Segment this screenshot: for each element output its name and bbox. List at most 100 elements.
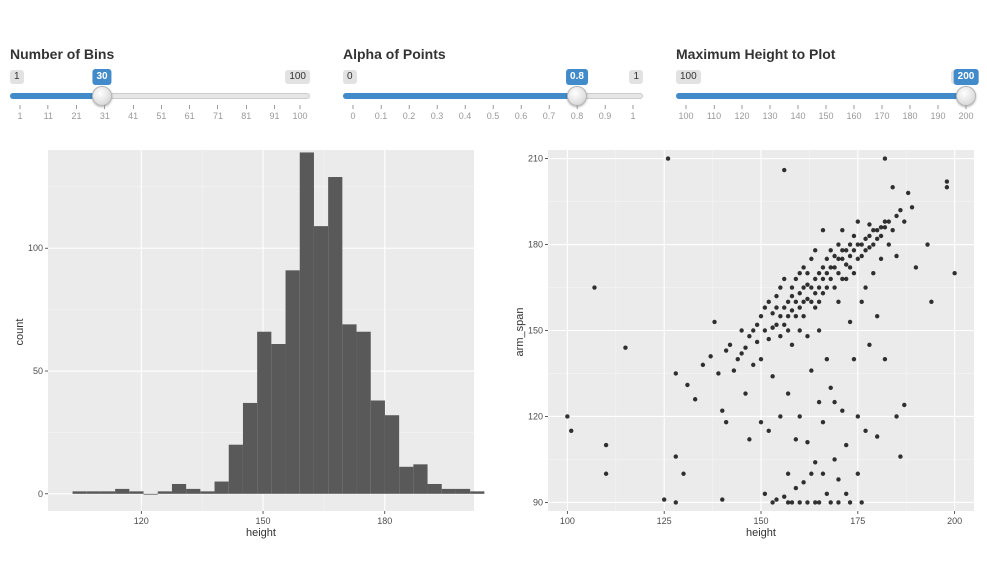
scatter-point	[565, 414, 570, 419]
scatter-point	[836, 256, 841, 262]
slider-tick-label: 140	[790, 111, 806, 121]
slider-tick: 0.2	[403, 105, 415, 121]
slider-tick: 1	[630, 105, 636, 121]
scatter-x-tick-label: 100	[560, 516, 575, 526]
scatter-point	[797, 305, 802, 310]
scatter-point	[874, 313, 880, 319]
histogram-bar	[157, 491, 172, 494]
scatter-point	[855, 471, 861, 476]
slider-alpha: Alpha of Points 0 1 0.8 0 0.1 0.2 0.3 0.4 0.5…	[343, 46, 643, 126]
scatter-point	[925, 242, 930, 247]
slider-min-label: 1	[10, 70, 24, 84]
scatter-point	[902, 402, 907, 408]
scatter-x-tick-label: 150	[753, 516, 768, 526]
scatter-point	[820, 291, 826, 296]
scatter-point	[874, 434, 880, 439]
scatter-point	[813, 500, 818, 505]
scatter-point	[758, 313, 764, 319]
slider-tick-label: 61	[184, 111, 195, 121]
scatter-point	[805, 334, 810, 339]
slider-tick: 140	[790, 105, 806, 121]
scatter-point	[871, 270, 876, 276]
scatter-point	[855, 242, 861, 247]
slider-tick: 0.4	[459, 105, 471, 121]
scatter-point	[774, 322, 779, 327]
scatter-point	[909, 205, 915, 210]
slider-tick-label: 160	[846, 111, 862, 121]
scatter-point	[785, 313, 791, 319]
scatter-chart: 100 125 150 175 200 90 120 150 180 210 height ar…	[514, 150, 974, 539]
scatter-point	[847, 253, 853, 259]
scatter-point	[665, 156, 671, 161]
scatter-point	[770, 374, 775, 379]
scatter-point	[809, 285, 814, 290]
slider-tick: 41	[128, 105, 138, 121]
scatter-point	[789, 342, 795, 348]
slider-tick: 0.1	[375, 105, 387, 121]
scatter-point	[809, 368, 814, 373]
slider-tick: 21	[72, 105, 82, 121]
scatter-y-tick-label: 150	[528, 326, 543, 336]
scatter-point	[867, 245, 872, 250]
scatter-point	[828, 265, 833, 270]
histogram-bar	[129, 491, 144, 494]
scatter-point	[720, 497, 725, 502]
slider-handle[interactable]	[92, 86, 113, 106]
scatter-point	[816, 270, 822, 276]
scatter-point	[871, 228, 876, 233]
slider-tick: 0.5	[486, 105, 500, 121]
histogram-y-tick-label: 0	[38, 489, 43, 499]
scatter-point	[836, 299, 841, 305]
slider-ticks: 0 0.1 0.2 0.3 0.4 0.5 0.6 0.7 0.8 0.9 1	[350, 105, 636, 127]
slider-tick-label: 51	[156, 111, 167, 121]
scatter-point	[813, 248, 818, 253]
scatter-point	[770, 311, 775, 316]
histogram-x-tick-label: 120	[134, 516, 149, 526]
slider-value-badge: 200	[953, 69, 979, 85]
scatter-point	[816, 328, 822, 333]
scatter-point	[774, 305, 779, 310]
scatter-point	[882, 156, 888, 161]
scatter-point	[902, 219, 907, 224]
scatter-point	[882, 356, 888, 362]
scatter-point	[820, 419, 826, 425]
scatter-point	[793, 276, 799, 282]
scatter-point	[785, 471, 791, 476]
scatter-point	[801, 299, 806, 305]
slider-tick-label: 150	[818, 111, 834, 121]
scatter-point	[882, 225, 888, 230]
scatter-point	[851, 248, 857, 253]
slider-tick-label: 1	[17, 111, 23, 121]
scatter-point	[782, 494, 787, 499]
scatter-point	[681, 471, 686, 476]
slider-tick-label: 120	[734, 111, 750, 121]
scatter-point	[828, 500, 833, 505]
slider-tick: 160	[846, 105, 862, 121]
scatter-point	[855, 414, 861, 419]
scatter-point	[894, 213, 899, 219]
scatter-point	[770, 325, 775, 330]
scatter-point	[805, 500, 810, 505]
scatter-point	[832, 285, 837, 290]
scatter-point	[793, 313, 799, 319]
histogram-y-axis-label: count	[14, 319, 26, 346]
slider-tick-label: 71	[212, 111, 223, 121]
slider-handle[interactable]	[567, 86, 587, 106]
scatter-point	[832, 457, 837, 462]
scatter-x-tick-label: 125	[657, 516, 672, 526]
scatter-point	[801, 313, 806, 319]
scatter-point	[859, 242, 864, 247]
slider-handle[interactable]	[956, 86, 976, 106]
scatter-point	[890, 228, 895, 233]
scatter-y-tick-label: 210	[528, 154, 543, 164]
scatter-point	[847, 242, 853, 247]
histogram-bar	[413, 464, 428, 494]
scatter-point	[844, 491, 849, 497]
scatter-point	[863, 236, 868, 242]
histogram-bar	[72, 491, 87, 494]
slider-tick: 0.3	[431, 105, 443, 121]
scatter-point	[844, 276, 849, 282]
scatter-point	[801, 265, 806, 270]
slider-tick-label: 0.5	[486, 111, 500, 121]
scatter-point	[840, 256, 845, 262]
